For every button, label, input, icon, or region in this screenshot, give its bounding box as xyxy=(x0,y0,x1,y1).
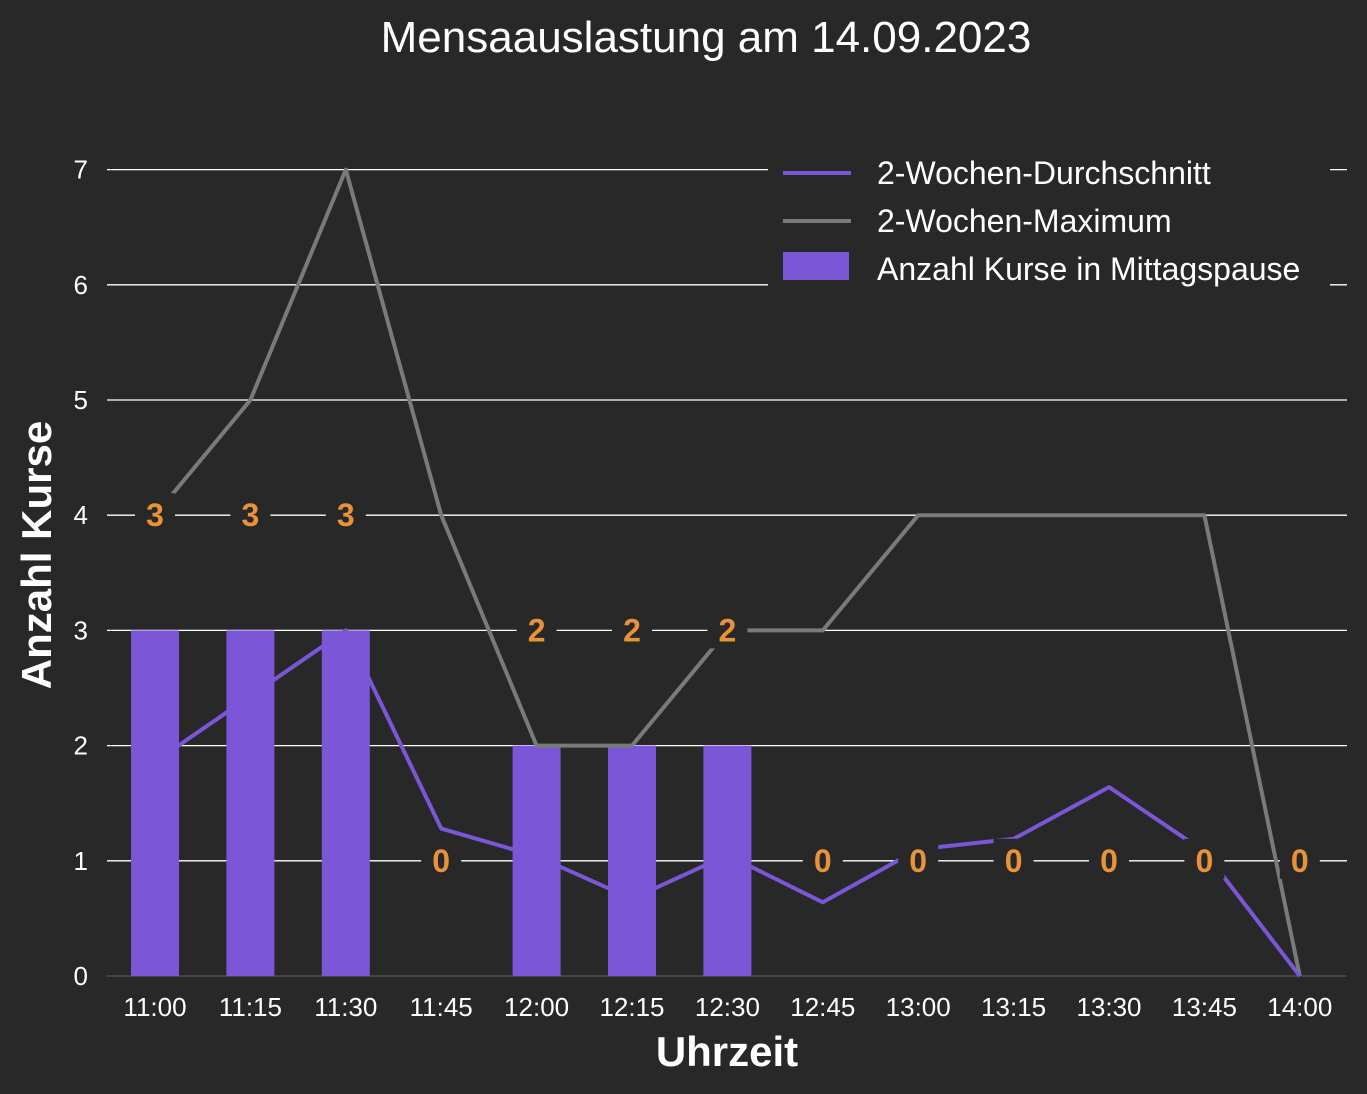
x-axis-label: Uhrzeit xyxy=(656,1028,798,1075)
data-label-bg xyxy=(898,838,939,879)
x-tick-label: 13:15 xyxy=(981,992,1046,1022)
data-label: 0 xyxy=(814,843,832,879)
y-tick-label: 0 xyxy=(74,961,88,991)
legend: 2-Wochen-Durchschnitt 2-Wochen-Maximum Anz… xyxy=(768,150,1330,300)
data-label: 3 xyxy=(337,497,355,533)
data-label: 2 xyxy=(719,612,737,648)
legend-entry: 2-Wochen-Maximum xyxy=(877,203,1172,239)
data-label-bg xyxy=(230,493,271,534)
bar xyxy=(512,745,561,976)
y-tick-label: 5 xyxy=(74,385,88,415)
data-label-bg xyxy=(802,838,843,879)
y-tick-label: 6 xyxy=(74,270,88,300)
x-tick-label: 14:00 xyxy=(1267,992,1332,1022)
data-label: 2 xyxy=(623,612,641,648)
data-label-bg xyxy=(993,838,1034,879)
y-tick-label: 2 xyxy=(74,731,88,761)
data-label: 0 xyxy=(1100,843,1118,879)
bar-series xyxy=(131,630,752,976)
bar xyxy=(608,745,656,976)
data-labels: 3 3 3 0 2 2 2 0 0 0 0 0 0 xyxy=(135,493,1320,879)
x-tick-label: 11:15 xyxy=(219,992,282,1022)
x-tick-label: 13:30 xyxy=(1076,992,1141,1022)
x-tick-label: 13:00 xyxy=(886,992,951,1022)
data-label: 0 xyxy=(432,843,450,879)
data-label-bg xyxy=(1279,838,1320,879)
y-tick-label: 1 xyxy=(74,846,88,876)
data-label: 0 xyxy=(909,843,927,879)
data-label-bg xyxy=(612,608,652,649)
bar xyxy=(321,630,370,976)
x-axis-ticks: 11:00 11:15 11:30 11:45 12:00 12:15 12:30 12:45… xyxy=(123,992,1332,1022)
x-tick-label: 12:45 xyxy=(790,992,855,1022)
x-tick-label: 12:30 xyxy=(695,992,760,1022)
data-label-bg xyxy=(421,838,462,879)
legend-bar-swatch xyxy=(783,252,849,280)
data-label: 0 xyxy=(1005,843,1023,879)
data-label-bg xyxy=(1089,838,1129,879)
legend-background xyxy=(768,150,1330,300)
data-label-bg xyxy=(135,493,175,534)
legend-entry: Anzahl Kurse in Mittagspause xyxy=(877,251,1300,287)
data-label-bg xyxy=(325,493,366,534)
y-tick-label: 3 xyxy=(74,615,88,645)
bar xyxy=(226,630,275,976)
data-label: 0 xyxy=(1291,843,1309,879)
data-label: 3 xyxy=(146,497,164,533)
y-axis-ticks: 0 1 2 3 4 5 6 7 xyxy=(74,155,88,991)
data-label-bg xyxy=(1184,838,1225,879)
x-tick-label: 11:00 xyxy=(123,992,186,1022)
data-label-bg xyxy=(707,608,748,649)
x-tick-label: 12:15 xyxy=(599,992,664,1022)
x-tick-label: 13:45 xyxy=(1172,992,1237,1022)
data-label: 0 xyxy=(1196,843,1214,879)
y-tick-label: 7 xyxy=(74,155,88,185)
y-axis-label: Anzahl Kurse xyxy=(13,421,60,689)
x-tick-label: 11:30 xyxy=(314,992,377,1022)
bar xyxy=(131,630,179,976)
y-tick-label: 4 xyxy=(74,500,88,530)
data-label-bg xyxy=(516,608,557,649)
chart-title: Mensaauslastung am 14.09.2023 xyxy=(381,13,1032,62)
series-line xyxy=(153,628,1302,978)
x-tick-label: 11:45 xyxy=(410,992,473,1022)
data-label: 3 xyxy=(242,497,260,533)
data-label: 2 xyxy=(528,612,546,648)
x-tick-label: 12:00 xyxy=(504,992,569,1022)
legend-entry: 2-Wochen-Durchschnitt xyxy=(877,155,1211,191)
